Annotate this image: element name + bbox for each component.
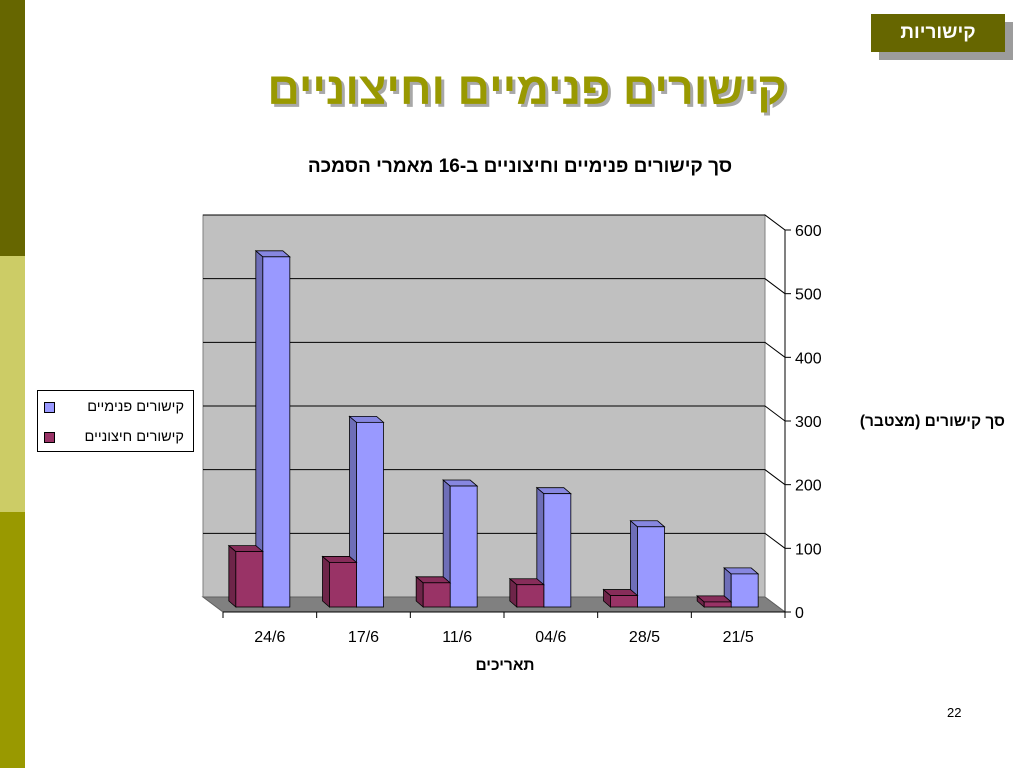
bar-series-2-21-5 xyxy=(696,595,733,608)
value-axis-tick-label: 600 xyxy=(795,223,822,240)
value-axis-tick-label: 0 xyxy=(795,605,804,622)
value-axis-tick-label: 400 xyxy=(795,350,822,367)
category-axis-label: 17/6 xyxy=(348,629,379,646)
bar-side-face xyxy=(322,555,330,608)
category-axis-label: 04/6 xyxy=(535,629,566,646)
gridline xyxy=(203,532,786,549)
bar-front-face xyxy=(516,584,545,608)
category-axis-label: 28/5 xyxy=(629,629,660,646)
value-axis-title: סך קישורים (מצטבר) xyxy=(859,413,1005,430)
bar-front-face xyxy=(329,562,357,608)
legend-item-internal-links: קישורים פנימיים xyxy=(44,397,184,417)
bar-series-2-11-6 xyxy=(415,575,452,608)
bar-front-face xyxy=(262,256,291,608)
gridline xyxy=(203,405,786,422)
legend-item-external-links: קישורים חיצוניים xyxy=(44,427,184,447)
page-number: 22 xyxy=(947,705,962,720)
bar-series-2-04-6 xyxy=(508,577,545,608)
category-axis-label: 11/6 xyxy=(442,629,472,646)
gridline xyxy=(203,278,786,295)
bar-front-face xyxy=(543,493,572,608)
bar-front-face xyxy=(703,601,732,608)
category-axis-title: תאריכים xyxy=(475,657,535,674)
category-axis-label: 24/6 xyxy=(254,629,285,646)
value-axis-tick-label: 200 xyxy=(795,478,822,495)
bar-front-face xyxy=(610,595,638,608)
decorative-stripe-middle xyxy=(0,256,25,512)
legend-label-internal-links: קישורים פנימיים xyxy=(87,399,184,415)
gridline xyxy=(203,341,786,358)
decorative-stripe-top xyxy=(0,0,25,256)
bar-front-face xyxy=(730,573,759,608)
legend-swatch-external-links xyxy=(44,432,55,443)
legend-swatch-internal-links xyxy=(44,402,55,413)
bar-series-2-28-5 xyxy=(602,588,639,608)
category-axis-label: 21/5 xyxy=(723,629,754,646)
value-axis-tick-label: 100 xyxy=(795,541,822,558)
bar-front-face xyxy=(449,485,478,608)
bar-front-face xyxy=(422,582,451,608)
bar-series-1-24-6 xyxy=(254,249,291,608)
bar-series-1-04-6 xyxy=(535,486,572,608)
chart-legend: קישורים פנימיים קישורים חיצוניים xyxy=(37,390,194,452)
bar-series-1-21-5 xyxy=(723,567,760,608)
bar-side-face xyxy=(228,544,237,608)
chart-title: סך קישורים פנימיים וחיצוניים ב-16 מאמרי … xyxy=(307,156,733,177)
bar-series-1-11-6 xyxy=(442,479,479,608)
gridline xyxy=(203,469,786,486)
bar-front-face xyxy=(235,551,264,608)
bar-front-face xyxy=(356,421,384,608)
section-badge: קישוריות xyxy=(871,14,1005,52)
decorative-stripe-bottom xyxy=(0,512,25,768)
legend-label-external-links: קישורים חיצוניים xyxy=(84,429,184,445)
slide-title: קישורים פנימיים וחיצוניים xyxy=(267,63,787,114)
bar-front-face xyxy=(637,526,665,608)
bar-series-1-28-5 xyxy=(629,519,666,608)
value-axis-tick-label: 500 xyxy=(795,287,822,304)
bar-series-2-24-6 xyxy=(227,544,264,608)
gridline xyxy=(203,214,786,231)
value-axis-tick-label: 300 xyxy=(795,414,822,431)
bar-series-2-17-6 xyxy=(321,555,358,608)
